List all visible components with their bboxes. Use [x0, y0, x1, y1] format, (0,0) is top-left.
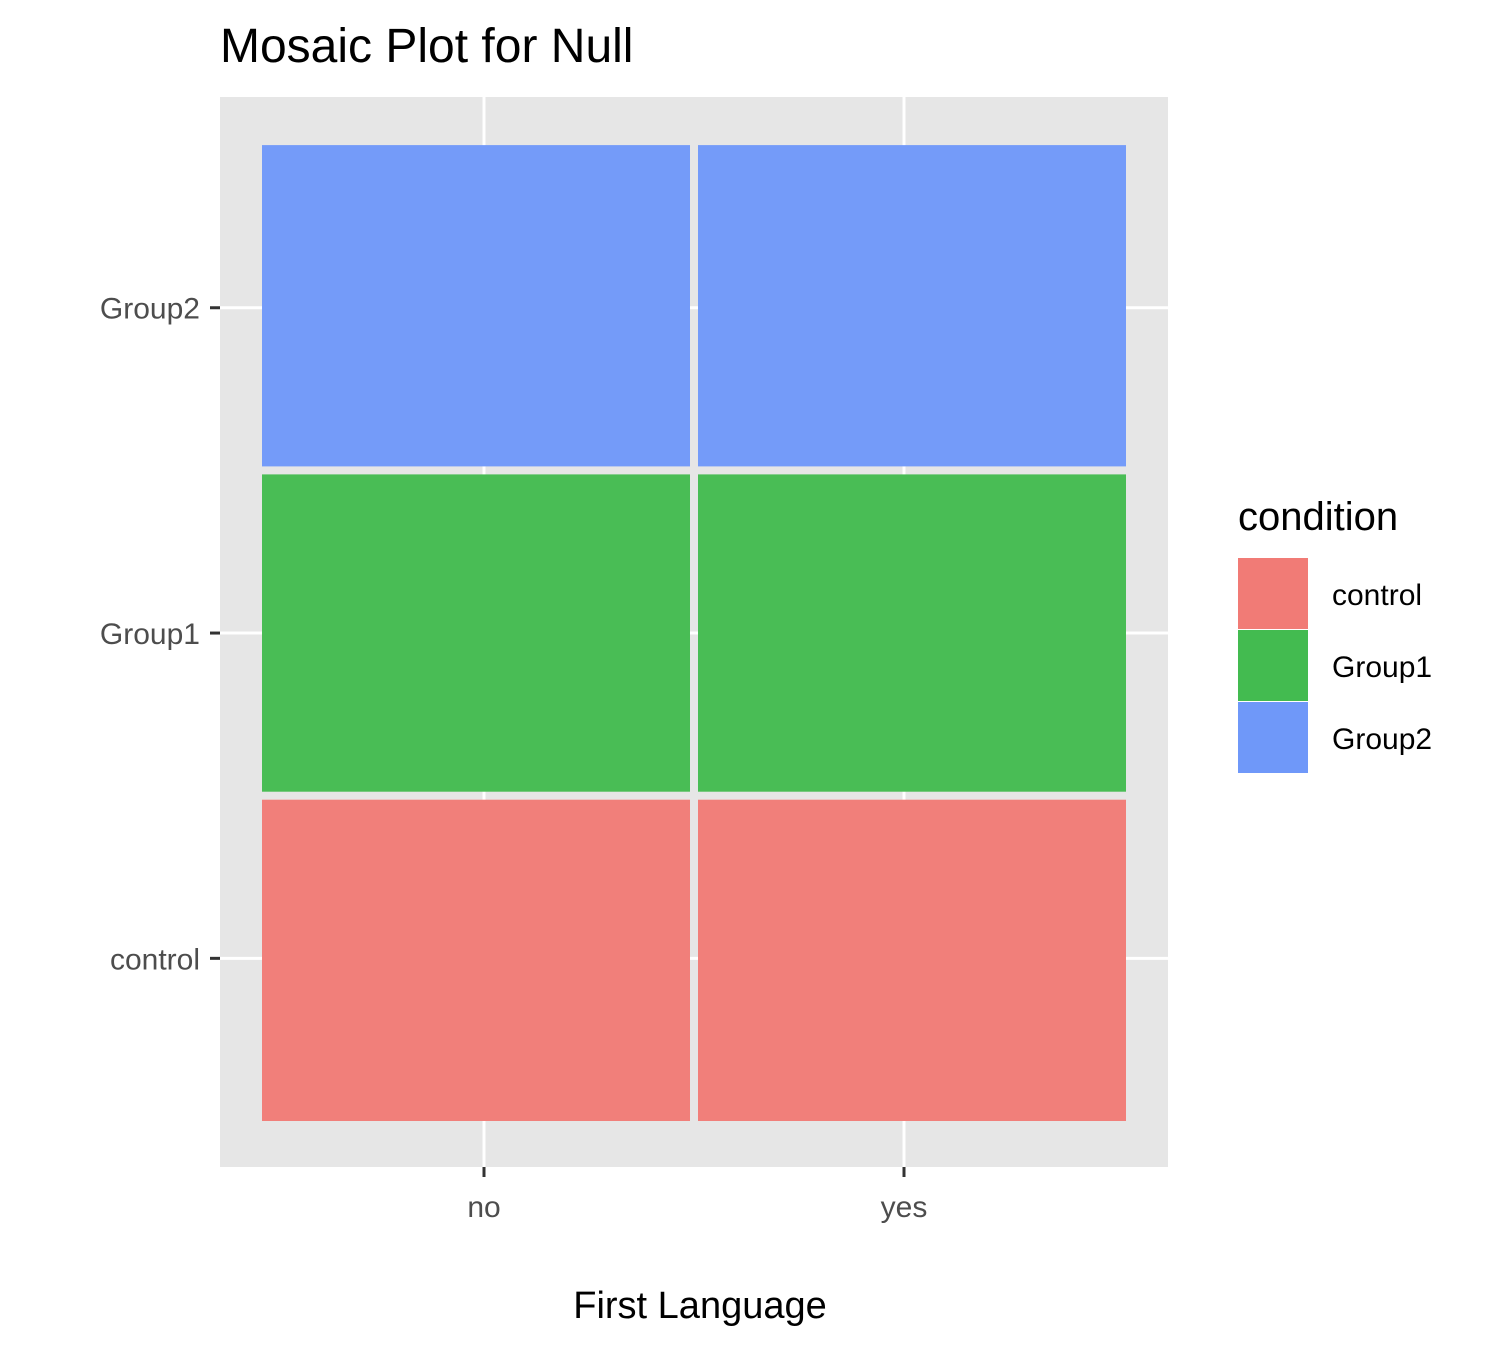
tile-yes-group1 [698, 474, 1126, 792]
tile-no-group1 [262, 474, 690, 792]
x-tick-label-yes: yes [881, 1191, 928, 1224]
legend-label-group2: Group2 [1332, 723, 1432, 756]
x-axis: no yes [467, 1167, 927, 1224]
legend-key-control [1238, 558, 1308, 629]
tile-yes-control [698, 799, 1126, 1121]
tile-no-control [262, 799, 690, 1121]
legend-key-group1 [1238, 630, 1308, 701]
x-axis-title: First Language [573, 1285, 827, 1327]
y-axis: control Group1 Group2 [100, 293, 220, 976]
legend-label-group1: Group1 [1332, 651, 1432, 684]
y-tick-label-group1: Group1 [100, 618, 200, 651]
y-tick-label-group2: Group2 [100, 293, 200, 326]
legend: condition control Group1 Group2 [1238, 495, 1432, 773]
legend-entries: control Group1 Group2 [1238, 558, 1432, 773]
mosaic-tiles [262, 145, 1126, 1121]
tile-no-group2 [262, 145, 690, 467]
legend-label-control: control [1332, 579, 1422, 612]
legend-title: condition [1238, 495, 1398, 539]
y-tick-label-control: control [110, 943, 200, 976]
chart-title: Mosaic Plot for Null [220, 20, 633, 73]
legend-key-group2 [1238, 702, 1308, 773]
x-tick-label-no: no [467, 1191, 500, 1224]
tile-yes-group2 [698, 145, 1126, 467]
